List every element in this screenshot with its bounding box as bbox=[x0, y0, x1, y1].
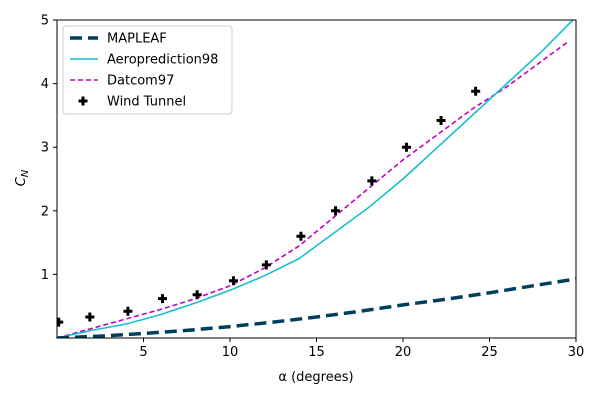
y-tick-label: 2 bbox=[41, 204, 49, 219]
data-point-marker bbox=[367, 176, 377, 186]
data-point-marker bbox=[401, 142, 411, 152]
y-tick-label: 4 bbox=[41, 77, 49, 92]
data-point-marker bbox=[436, 115, 446, 125]
legend-label-datcom97: Datcom97 bbox=[107, 74, 174, 89]
y-tick-label: 1 bbox=[41, 268, 49, 283]
legend-marker-wind-tunnel bbox=[78, 96, 88, 106]
legend-box bbox=[62, 25, 233, 115]
x-axis-ticks: 5 10 15 20 25 30 bbox=[139, 338, 584, 360]
data-point-marker bbox=[261, 260, 271, 270]
series-wind-tunnel bbox=[57, 86, 481, 327]
y-tick-label: 5 bbox=[41, 14, 49, 29]
data-point-marker bbox=[123, 306, 133, 316]
data-point-marker bbox=[296, 231, 306, 241]
svg-text:CN: CN bbox=[14, 169, 31, 186]
series-layer bbox=[57, 20, 576, 338]
y-axis-ticks: 1 2 3 4 5 bbox=[41, 14, 57, 283]
x-axis-label: α (degrees) bbox=[278, 370, 353, 385]
data-point-marker bbox=[85, 312, 95, 322]
data-point-marker bbox=[228, 276, 238, 286]
series-line-mapleaf bbox=[57, 277, 576, 338]
y-tick-label: 3 bbox=[41, 141, 49, 156]
data-point-marker bbox=[331, 206, 341, 216]
series-line-datcom97 bbox=[57, 41, 568, 338]
x-tick-label: 20 bbox=[395, 345, 412, 360]
legend-label-wind-tunnel: Wind Tunnel bbox=[107, 95, 186, 110]
data-point-marker bbox=[158, 294, 168, 304]
x-tick-label: 5 bbox=[139, 345, 147, 360]
legend-label-aeroprediction98: Aeroprediction98 bbox=[107, 53, 218, 68]
x-tick-label: 25 bbox=[481, 345, 498, 360]
legend-label-mapleaf: MAPLEAF bbox=[107, 32, 167, 47]
y-axis-label: CN bbox=[14, 169, 31, 186]
x-tick-label: 15 bbox=[308, 345, 325, 360]
data-point-marker bbox=[192, 290, 202, 300]
data-point-marker bbox=[57, 317, 64, 327]
series-line-aeroprediction98 bbox=[57, 20, 574, 338]
data-point-marker bbox=[471, 86, 481, 96]
x-tick-label: 10 bbox=[222, 345, 239, 360]
legend: MAPLEAF Aeroprediction98 Datcom97 Wind Tunn… bbox=[62, 25, 233, 115]
x-tick-label: 30 bbox=[568, 345, 585, 360]
